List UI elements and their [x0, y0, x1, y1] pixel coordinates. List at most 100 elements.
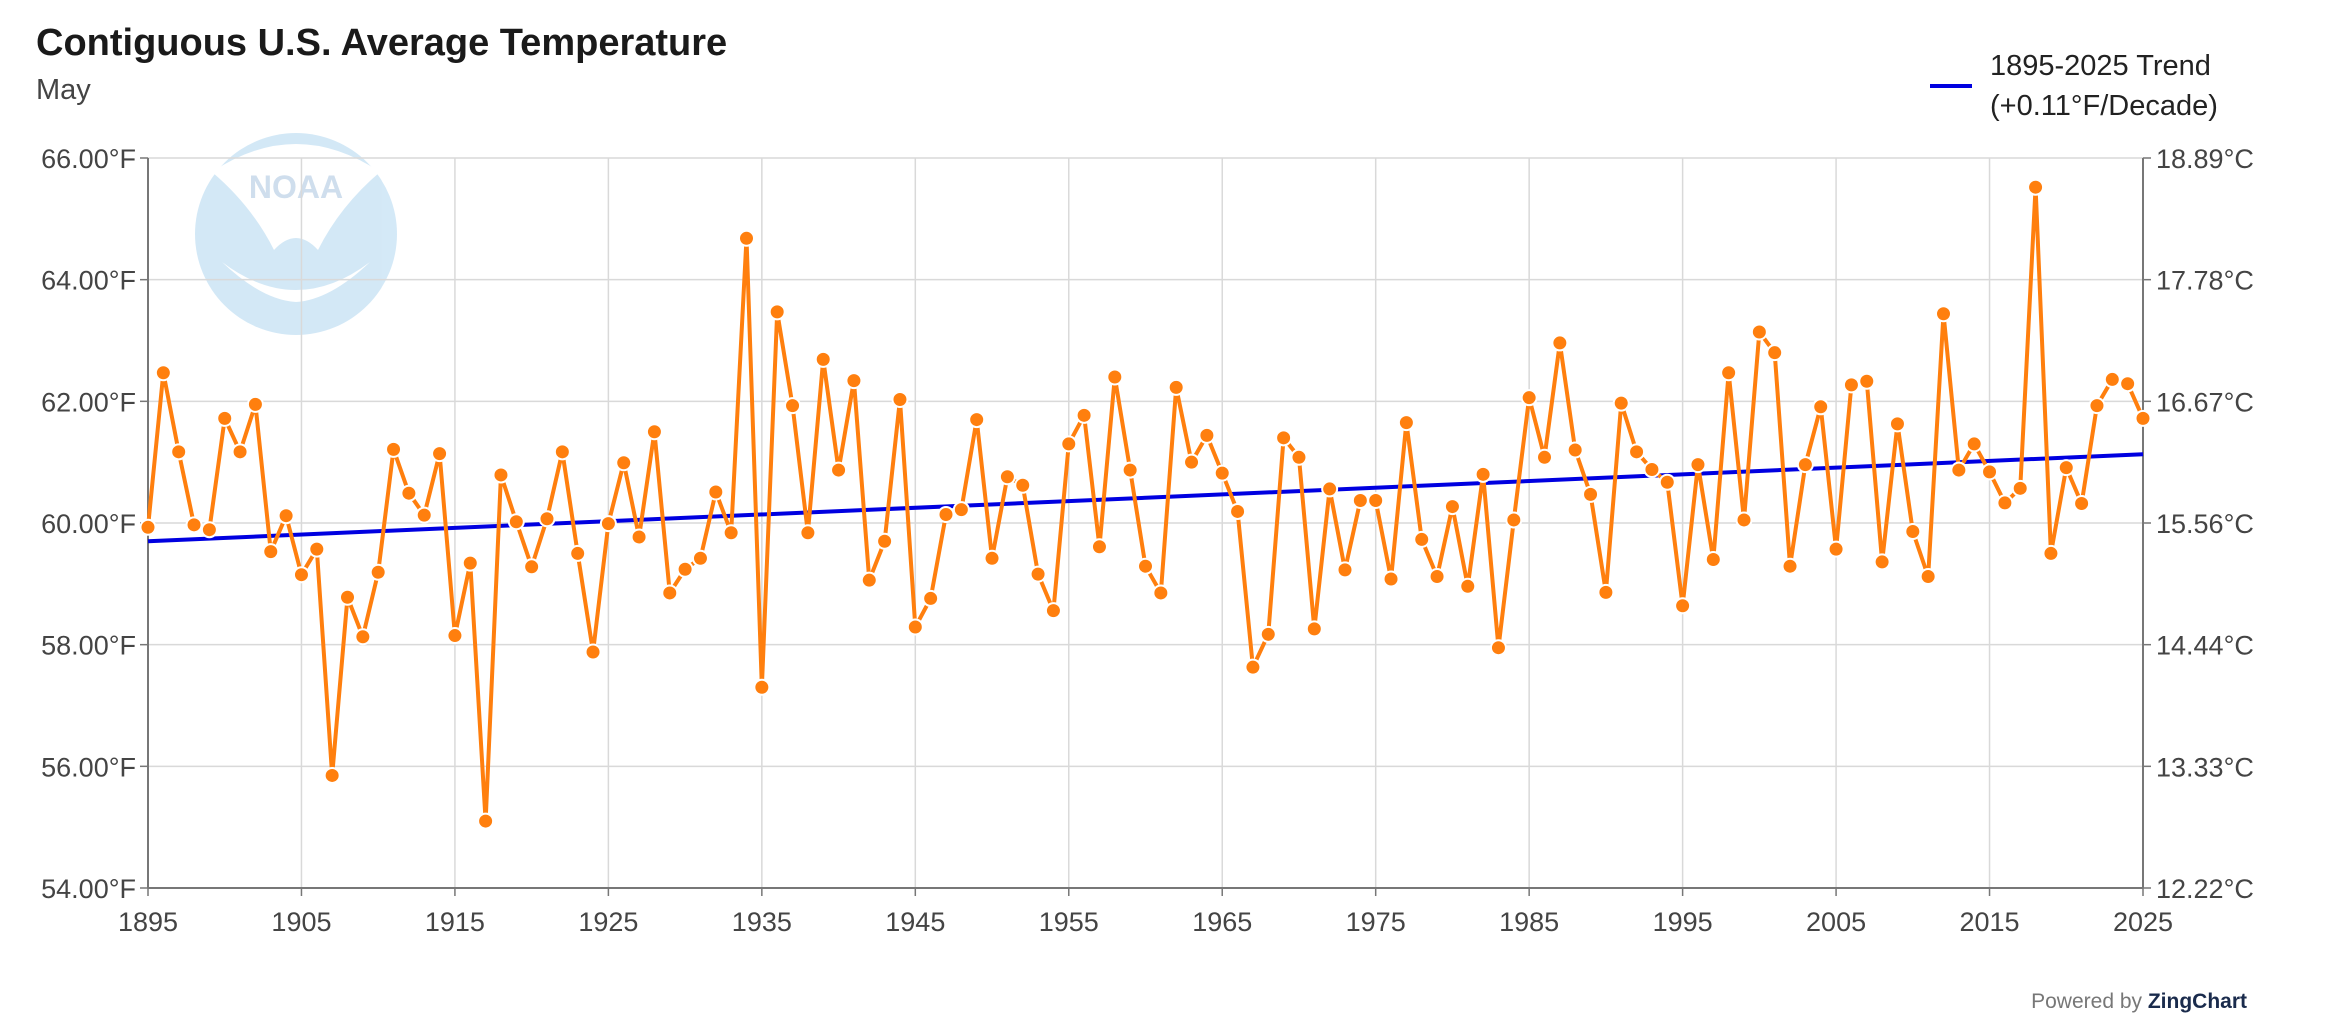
data-point[interactable] — [1566, 441, 1584, 459]
data-point[interactable] — [461, 554, 479, 572]
data-point[interactable] — [1474, 465, 1492, 483]
data-point[interactable] — [983, 549, 1001, 567]
data-point[interactable] — [1014, 476, 1032, 494]
data-point[interactable] — [1152, 584, 1170, 602]
data-point[interactable] — [154, 364, 172, 382]
data-point[interactable] — [246, 395, 264, 413]
data-point[interactable] — [1275, 429, 1293, 447]
data-point[interactable] — [1796, 456, 1814, 474]
data-point[interactable] — [323, 766, 341, 784]
data-point[interactable] — [1689, 456, 1707, 474]
data-point[interactable] — [2042, 544, 2060, 562]
powered-by-zingchart[interactable]: Powered by ZingChart — [2031, 990, 2247, 1014]
data-point[interactable] — [308, 540, 326, 558]
data-point[interactable] — [1597, 583, 1615, 601]
data-point[interactable] — [1536, 448, 1553, 466]
data-point[interactable] — [185, 516, 203, 534]
data-point[interactable] — [1858, 372, 1876, 390]
data-point[interactable] — [2134, 409, 2152, 427]
data-point[interactable] — [1213, 464, 1231, 482]
data-point[interactable] — [170, 443, 188, 461]
data-point[interactable] — [891, 391, 909, 409]
data-point[interactable] — [998, 468, 1016, 486]
data-point[interactable] — [492, 466, 510, 484]
data-point[interactable] — [784, 397, 802, 415]
data-point[interactable] — [200, 521, 218, 539]
data-point[interactable] — [952, 501, 970, 519]
data-point[interactable] — [1443, 498, 1461, 516]
data-point[interactable] — [1735, 511, 1753, 529]
data-point[interactable] — [1582, 485, 1600, 503]
data-point[interactable] — [1351, 491, 1369, 509]
data-point[interactable] — [1060, 435, 1078, 453]
data-point[interactable] — [599, 515, 617, 533]
data-point[interactable] — [1505, 511, 1523, 529]
data-point[interactable] — [1090, 538, 1108, 556]
data-point[interactable] — [630, 528, 648, 546]
data-point[interactable] — [922, 589, 940, 607]
data-point[interactable] — [1198, 426, 1216, 444]
data-point[interactable] — [1305, 620, 1323, 638]
data-point[interactable] — [1029, 565, 1047, 583]
data-point[interactable] — [1950, 461, 1968, 479]
data-point[interactable] — [1367, 491, 1385, 509]
data-point[interactable] — [1244, 658, 1262, 676]
data-point[interactable] — [722, 524, 740, 542]
data-point[interactable] — [584, 643, 602, 661]
data-point[interactable] — [1720, 364, 1738, 382]
data-point[interactable] — [277, 507, 295, 525]
data-point[interactable] — [860, 571, 878, 589]
data-point[interactable] — [906, 618, 924, 636]
data-point[interactable] — [799, 524, 817, 542]
data-point[interactable] — [661, 584, 679, 602]
data-point[interactable] — [538, 510, 556, 528]
data-point[interactable] — [1520, 389, 1538, 407]
data-point[interactable] — [1981, 463, 1999, 481]
data-point[interactable] — [400, 484, 418, 502]
data-point[interactable] — [523, 558, 541, 576]
data-point[interactable] — [1459, 577, 1477, 595]
data-point[interactable] — [369, 563, 387, 581]
data-point[interactable] — [1827, 540, 1845, 558]
data-point[interactable] — [1551, 334, 1569, 352]
data-point[interactable] — [2103, 370, 2121, 388]
data-point[interactable] — [1167, 378, 1185, 396]
data-point[interactable] — [876, 532, 894, 550]
data-point[interactable] — [2011, 479, 2029, 497]
data-point[interactable] — [1321, 480, 1339, 498]
data-point[interactable] — [1612, 394, 1630, 412]
data-point[interactable] — [937, 505, 955, 523]
data-point[interactable] — [1996, 494, 2014, 512]
data-point[interactable] — [1873, 553, 1891, 571]
data-point[interactable] — [477, 812, 495, 830]
data-point[interactable] — [2073, 495, 2091, 513]
data-point[interactable] — [1888, 415, 1906, 433]
data-point[interactable] — [139, 518, 157, 536]
data-point[interactable] — [1965, 435, 1983, 453]
data-point[interactable] — [1704, 551, 1722, 568]
data-point[interactable] — [1935, 305, 1952, 323]
data-point[interactable] — [1643, 460, 1661, 478]
data-point[interactable] — [1075, 406, 1093, 424]
data-point[interactable] — [231, 443, 249, 461]
data-point[interactable] — [968, 411, 986, 429]
data-point[interactable] — [553, 443, 571, 461]
data-point[interactable] — [385, 440, 403, 458]
data-point[interactable] — [1137, 557, 1154, 575]
data-point[interactable] — [262, 543, 280, 561]
data-point[interactable] — [2027, 178, 2045, 196]
data-point[interactable] — [2057, 459, 2075, 477]
data-point[interactable] — [2088, 397, 2106, 415]
data-point[interactable] — [1106, 368, 1124, 386]
data-point[interactable] — [753, 678, 771, 696]
data-point[interactable] — [814, 350, 832, 368]
data-point[interactable] — [1183, 453, 1201, 471]
data-point[interactable] — [216, 409, 234, 427]
data-point[interactable] — [1750, 323, 1768, 341]
data-point[interactable] — [1781, 557, 1799, 575]
data-point[interactable] — [645, 423, 663, 441]
data-point[interactable] — [1413, 530, 1431, 548]
data-point[interactable] — [569, 544, 587, 562]
data-point[interactable] — [845, 372, 863, 390]
data-point[interactable] — [339, 588, 356, 606]
